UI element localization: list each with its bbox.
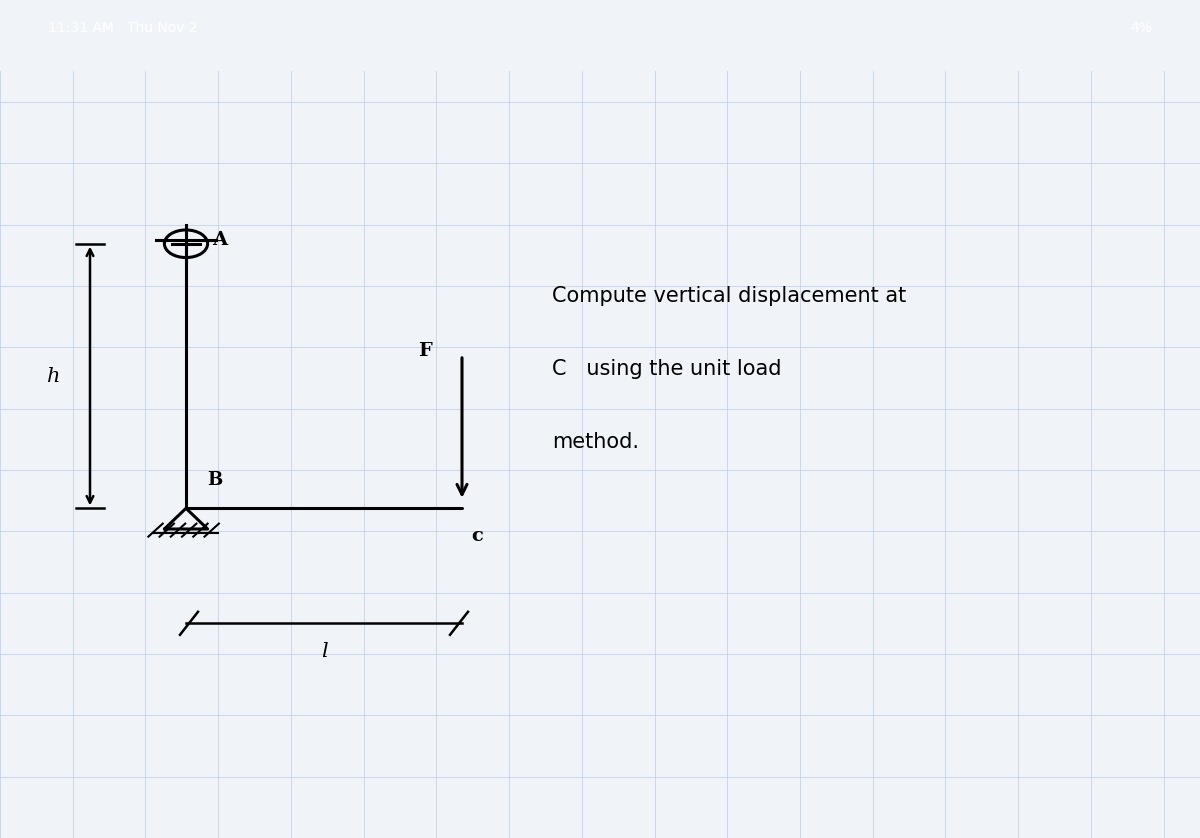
Text: 11:31 AM   Thu Nov 2: 11:31 AM Thu Nov 2 — [48, 22, 198, 35]
Text: c: c — [472, 527, 484, 546]
Text: F: F — [419, 342, 432, 360]
Text: Compute vertical displacement at: Compute vertical displacement at — [552, 286, 906, 306]
Text: l: l — [320, 643, 328, 661]
Text: A: A — [212, 231, 228, 249]
Text: 4%: 4% — [1130, 22, 1152, 35]
Text: B: B — [208, 471, 223, 489]
Text: C   using the unit load: C using the unit load — [552, 359, 781, 379]
Text: method.: method. — [552, 432, 640, 452]
Text: h: h — [47, 366, 60, 385]
